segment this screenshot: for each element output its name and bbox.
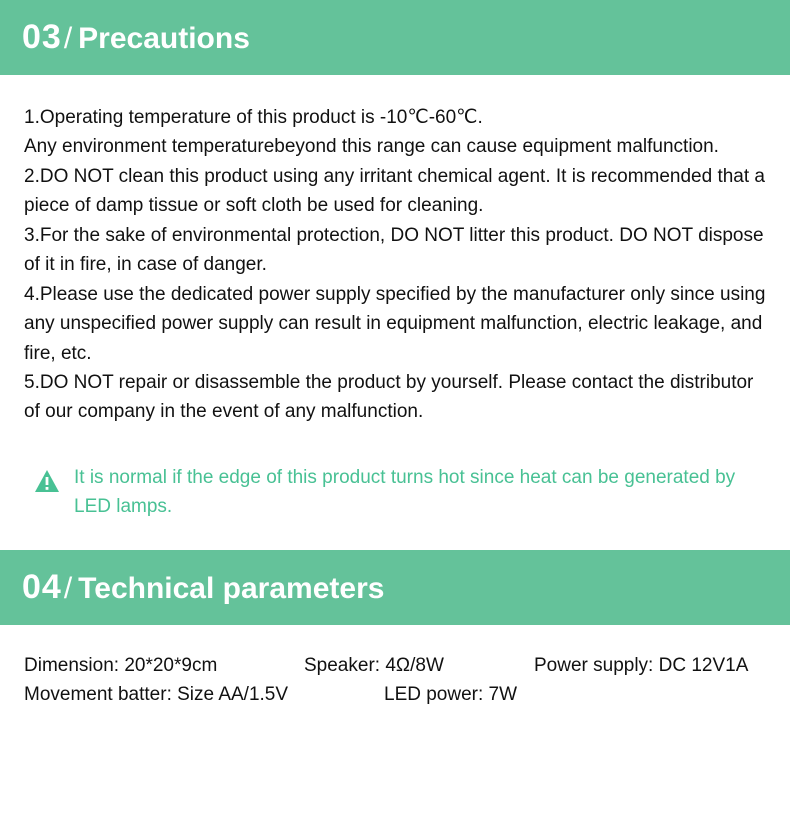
heat-note: It is normal if the edge of this product… — [0, 437, 790, 550]
heat-note-text: It is normal if the edge of this product… — [74, 463, 766, 522]
technical-parameters-body: Dimension: 20*20*9cm Speaker: 4Ω/8W Powe… — [0, 625, 790, 710]
section03-title: Precautions — [78, 22, 250, 56]
param-power-supply: Power supply: DC 12V1A — [534, 651, 766, 680]
param-speaker: Speaker: 4Ω/8W — [304, 651, 534, 680]
section04-title: Technical parameters — [78, 572, 384, 606]
section03-slash: / — [64, 22, 72, 56]
precaution-line: Any environment temperaturebeyond this r… — [24, 132, 766, 161]
precaution-line: 1.Operating temperature of this product … — [24, 103, 766, 132]
param-dimension: Dimension: 20*20*9cm — [24, 651, 304, 680]
precautions-body: 1.Operating temperature of this product … — [0, 75, 790, 437]
warning-triangle-icon — [34, 469, 60, 493]
section04-header: 04 / Technical parameters — [0, 550, 790, 625]
section04-number: 04 — [22, 568, 62, 607]
precaution-line: 2.DO NOT clean this product using any ir… — [24, 162, 766, 221]
precaution-line: 4.Please use the dedicated power supply … — [24, 280, 766, 368]
precaution-line: 3.For the sake of environmental protecti… — [24, 221, 766, 280]
param-movement-batter: Movement batter: Size AA/1.5V — [24, 680, 384, 709]
section03-number: 03 — [22, 18, 62, 57]
section04-slash: / — [64, 572, 72, 606]
precaution-line: 5.DO NOT repair or disassemble the produ… — [24, 368, 766, 427]
param-led-power: LED power: 7W — [384, 680, 766, 709]
tech-row: Movement batter: Size AA/1.5V LED power:… — [24, 680, 766, 709]
tech-row: Dimension: 20*20*9cm Speaker: 4Ω/8W Powe… — [24, 651, 766, 680]
section03-header: 03 / Precautions — [0, 0, 790, 75]
